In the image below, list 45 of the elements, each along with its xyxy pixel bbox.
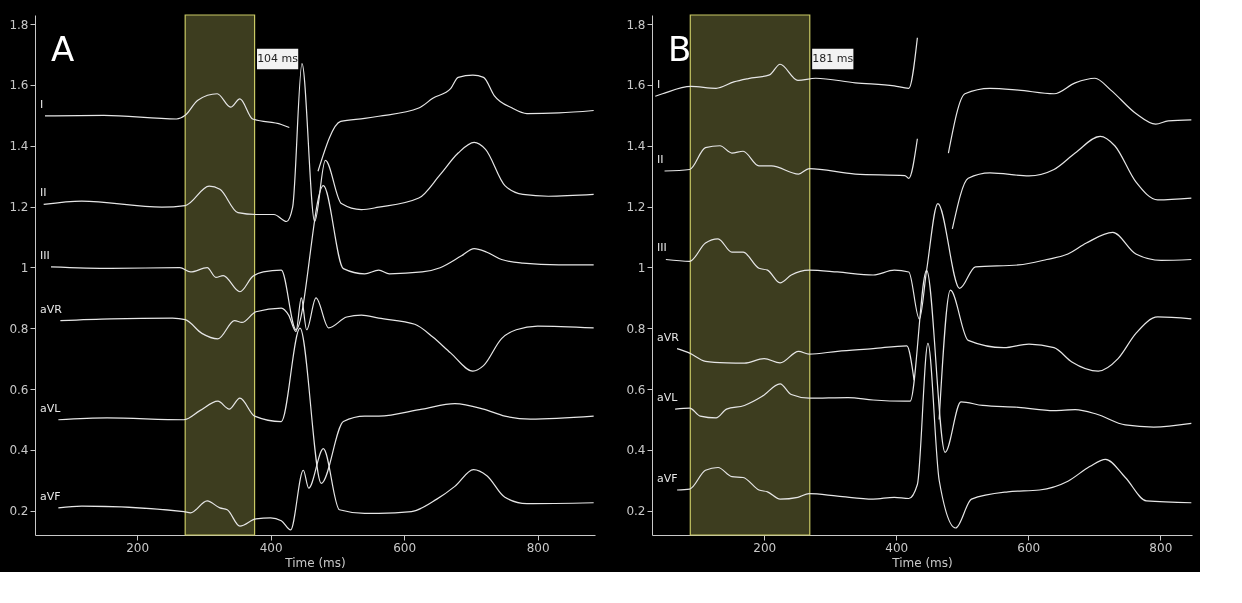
y-tick-label: 1.8 xyxy=(9,17,29,32)
x-tick-label: 200 xyxy=(753,540,777,555)
annotation: B xyxy=(668,29,692,69)
series-label: II xyxy=(40,186,47,200)
x-tick-label: 600 xyxy=(393,540,417,555)
x-tick-label: 600 xyxy=(1017,540,1041,555)
y-tick-label: 1.6 xyxy=(9,78,29,93)
x-axis-title: Time (ms) xyxy=(284,555,346,570)
y-tick-label: 0.4 xyxy=(9,443,29,458)
y-tick-label: 1 xyxy=(20,260,29,275)
x-tick-label: 400 xyxy=(259,540,283,555)
y-tick-label: 1.8 xyxy=(626,17,646,32)
band-label: 104 ms xyxy=(257,52,299,65)
y-tick-label: 0.2 xyxy=(626,504,646,519)
y-tick-label: 0.4 xyxy=(626,443,646,458)
series-label: aVF xyxy=(40,489,61,503)
series-label: aVL xyxy=(657,391,679,405)
y-tick-label: 0.2 xyxy=(9,504,29,519)
band-label: 181 ms xyxy=(812,52,854,65)
y-tick-label: 0.8 xyxy=(9,321,29,336)
line-series xyxy=(676,342,1192,529)
y-tick-label: 1 xyxy=(637,260,646,275)
series-label: I xyxy=(40,97,44,111)
series-label: I xyxy=(657,78,661,92)
series-label: III xyxy=(40,248,50,262)
x-axis-title: Time (ms) xyxy=(891,555,953,570)
y-tick-label: 1.4 xyxy=(9,139,29,154)
x-tick-label: 400 xyxy=(885,540,909,555)
y-tick-label: 1.6 xyxy=(626,78,646,93)
series-label: II xyxy=(657,153,664,166)
y-tick-label: 1.2 xyxy=(626,200,646,215)
x-tick-label: 800 xyxy=(1149,540,1173,555)
y-tick-label: 1.2 xyxy=(9,200,29,215)
series-label: aVF xyxy=(657,471,678,485)
y-tick-label: 0.6 xyxy=(9,382,29,397)
series-label: aVR xyxy=(657,330,680,344)
series-label: aVR xyxy=(40,302,63,316)
y-tick-label: 1.4 xyxy=(626,139,646,154)
x-tick-label: 200 xyxy=(126,540,150,555)
series-label: aVL xyxy=(40,401,62,415)
annotation: A xyxy=(51,29,75,69)
y-tick-label: 0.6 xyxy=(626,382,646,397)
x-tick-label: 800 xyxy=(526,540,550,555)
series-label: III xyxy=(657,241,667,255)
y-tick-label: 0.8 xyxy=(626,321,646,336)
